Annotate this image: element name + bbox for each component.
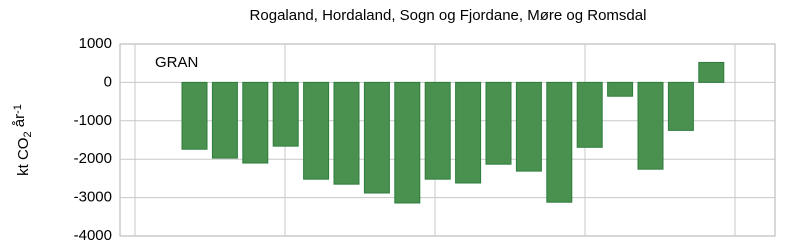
- bar: [181, 81, 208, 150]
- y-tick-label: -4000: [74, 227, 112, 242]
- bar: [607, 81, 634, 97]
- y-tick-label: -2000: [74, 150, 112, 167]
- y-tick-label: -1000: [74, 112, 112, 129]
- bar: [667, 81, 694, 131]
- y-axis-label: kt CO2 år-1: [11, 104, 34, 176]
- bar: [546, 81, 573, 203]
- bar: [485, 81, 512, 165]
- annotation: GRAN: [155, 54, 198, 71]
- y-tick-label: -3000: [74, 189, 112, 206]
- bar: [424, 81, 451, 180]
- bar: [242, 81, 269, 164]
- bar: [576, 81, 603, 148]
- y-axis-label-part: 2: [22, 131, 34, 137]
- y-tick-label: 1000: [79, 35, 112, 52]
- y-axis-label-part: -1: [12, 104, 24, 114]
- bar: [211, 81, 238, 159]
- bar: [455, 81, 482, 184]
- y-tick-label: 0: [104, 73, 112, 90]
- chart-title: Rogaland, Hordaland, Sogn og Fjordane, M…: [250, 7, 647, 24]
- y-axis-label-part: kt CO: [15, 138, 32, 176]
- bar: [698, 61, 725, 83]
- bar: [272, 81, 299, 147]
- bar: [515, 81, 542, 172]
- bar: [637, 81, 664, 170]
- plot-frame: [119, 43, 776, 237]
- y-axis-label-part: år: [11, 114, 28, 132]
- bar: [394, 81, 421, 204]
- bar: [303, 81, 330, 180]
- bar: [333, 81, 360, 185]
- bar: [363, 81, 390, 194]
